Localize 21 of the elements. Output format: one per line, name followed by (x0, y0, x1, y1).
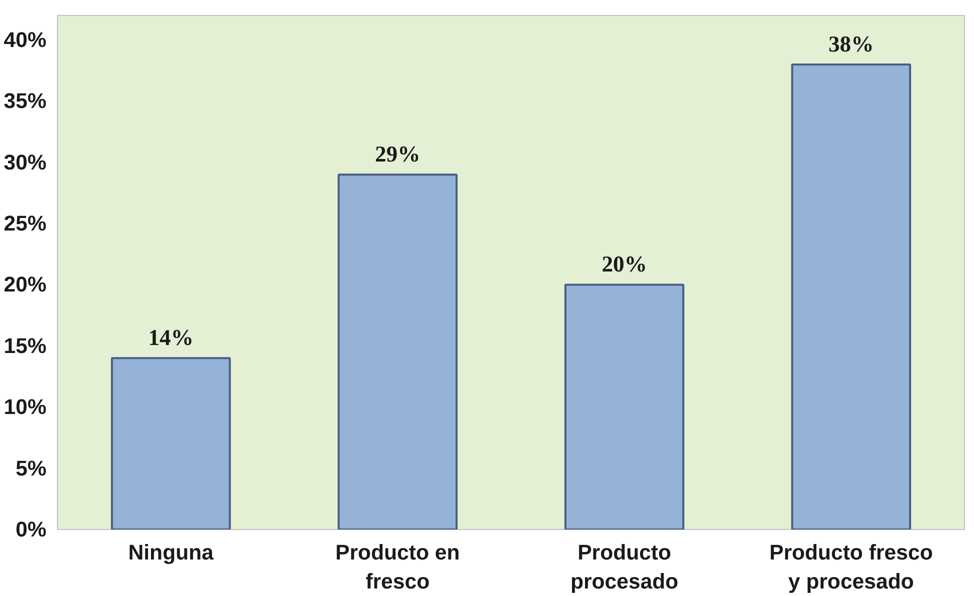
data-label: 20% (602, 252, 648, 277)
data-label: 14% (148, 325, 194, 350)
x-tick-label: Ninguna (128, 540, 214, 564)
y-tick-label: 20% (4, 272, 47, 297)
bar (110, 357, 231, 530)
y-tick-label: 25% (4, 212, 47, 236)
data-label: 29% (374, 142, 420, 167)
y-tick-label: 5% (16, 456, 47, 480)
y-tick-label: 10% (4, 395, 47, 420)
data-label: 38% (828, 31, 874, 56)
x-tick-label: Producto en fresco (335, 540, 460, 594)
bar (564, 284, 684, 530)
y-tick-label: 30% (4, 150, 47, 174)
x-tick-label: Producto fresco y procesado (769, 540, 933, 594)
bar (338, 174, 458, 530)
bar (791, 63, 912, 530)
y-tick-label: 0% (16, 518, 47, 542)
y-tick-label: 40% (4, 28, 47, 52)
y-tick-label: 15% (4, 334, 47, 358)
x-tick-label: Producto procesado (570, 540, 678, 594)
y-tick-label: 35% (4, 89, 47, 114)
